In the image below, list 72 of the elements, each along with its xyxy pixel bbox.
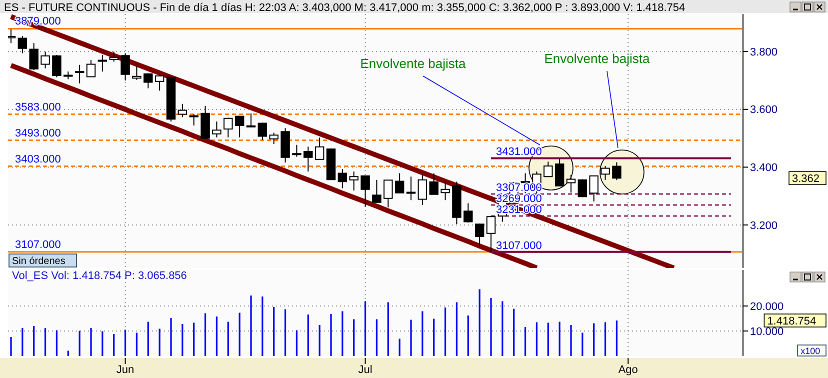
- x-tick-label: Ago: [618, 364, 638, 376]
- candlestick: [474, 223, 484, 248]
- candlestick: [292, 144, 302, 158]
- candlestick: [280, 128, 290, 164]
- y-tick-label: 3.200: [750, 220, 778, 232]
- candlestick: [52, 54, 62, 78]
- candlestick: [40, 51, 50, 69]
- chart-title: Vol_ES Vol: 1.418.754 P: 3.065.856: [12, 270, 187, 282]
- ref-line-label: 3493.000: [15, 127, 61, 140]
- ref-line-label: 3107.000: [15, 238, 61, 251]
- y-tick-label: 3.800: [750, 46, 778, 58]
- ref-line-label: 3583.000: [15, 101, 61, 114]
- candlestick: [258, 122, 268, 140]
- chart-title: ES - FUTURE CONTINUOUS - Fin de día 1 días H: 22:03 A: 3.403,000 M: 3.417,000 m: 3.355,000 C: 3.362,000 P : 3.893,000 V: 1.418.754: [4, 2, 686, 14]
- text: 1.418.754: [767, 315, 816, 328]
- text: x100: [800, 346, 820, 356]
- candlestick: [120, 52, 130, 81]
- candlestick: [166, 76, 176, 122]
- candlestick: [372, 179, 382, 204]
- y-tick-label: 3.400: [750, 162, 778, 174]
- ref-line-label: 3403.000: [15, 153, 61, 166]
- candlestick: [212, 120, 222, 138]
- candlestick: [578, 178, 588, 198]
- annotation: Envolvente bajista: [544, 51, 651, 66]
- candlestick: [384, 179, 393, 208]
- text: 3.362: [792, 172, 820, 185]
- candlestick: [269, 132, 278, 145]
- candlestick: [314, 137, 324, 160]
- series-label: 3107.000: [496, 240, 542, 252]
- x-tick-label: Jul: [358, 364, 372, 376]
- annotation: Envolvente bajista: [360, 56, 467, 71]
- candlestick: [554, 158, 564, 187]
- candlestick: [74, 64, 84, 84]
- annotation: Sin órdenes: [12, 256, 66, 267]
- candlestick: [486, 215, 496, 252]
- candlestick: [406, 176, 416, 201]
- candlestick: [544, 161, 553, 178]
- candlestick: [178, 103, 188, 118]
- candlestick: [246, 112, 256, 128]
- candlestick: [189, 113, 198, 126]
- candlestick: [600, 165, 610, 180]
- candlestick: [566, 174, 576, 194]
- candlestick: [86, 59, 96, 78]
- candlestick: [224, 117, 233, 138]
- candlestick: [418, 174, 428, 206]
- candlestick: [589, 175, 598, 202]
- candlestick: [98, 54, 108, 72]
- candlestick: [326, 148, 336, 180]
- candlestick: [338, 168, 348, 189]
- candlestick: [304, 146, 313, 172]
- y-tick-label: 20.000: [750, 300, 784, 313]
- candlestick: [612, 162, 622, 181]
- candlestick: [154, 74, 164, 92]
- candlestick: [429, 172, 438, 196]
- candlestick: [132, 66, 142, 80]
- candlestick: [349, 170, 358, 192]
- candlestick: [144, 72, 153, 89]
- candlestick: [452, 181, 462, 225]
- candlestick: [29, 42, 38, 71]
- candlestick: [234, 115, 244, 138]
- candlestick: [109, 51, 118, 62]
- candlestick: [18, 35, 28, 54]
- candlestick: [8, 28, 16, 44]
- candlestick: [464, 202, 473, 224]
- candlestick: [200, 105, 210, 140]
- candlestick: [440, 181, 450, 201]
- candlestick: [394, 172, 404, 194]
- y-tick-label: 3.600: [750, 104, 778, 116]
- y-tick-label: 10.000: [750, 326, 784, 338]
- candlestick: [360, 175, 370, 208]
- x-tick-label: Jun: [116, 364, 134, 376]
- candlestick: [64, 71, 73, 80]
